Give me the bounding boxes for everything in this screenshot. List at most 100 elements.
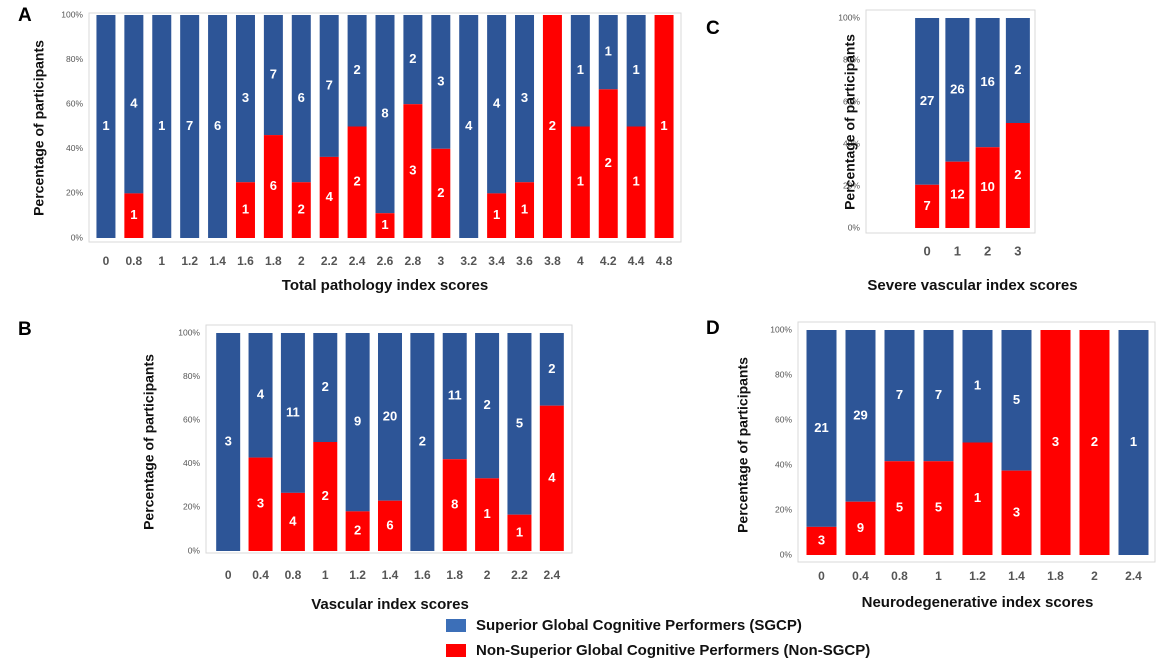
y-tick-label-a: 100%: [61, 9, 83, 19]
x-tick-label-a: 4: [577, 254, 584, 268]
bar-non-sgcp-c: [945, 161, 970, 228]
y-tick-label-b: 40%: [183, 458, 200, 468]
y-tick-label-a: 80%: [66, 54, 83, 64]
bar-sgcp-b: [475, 333, 500, 479]
x-tick-label-a: 2: [298, 254, 305, 268]
data-label-non-sgcp-b: 1: [516, 524, 523, 539]
data-label-non-sgcp-a: 2: [605, 155, 612, 170]
bar-sgcp-a: [459, 15, 479, 238]
bar-non-sgcp-a: [319, 156, 339, 238]
bar-non-sgcp-a: [598, 89, 618, 238]
data-label-non-sgcp-a: 1: [493, 207, 500, 222]
data-label-non-sgcp-d: 5: [896, 500, 903, 515]
bar-sgcp-a: [263, 15, 283, 136]
x-axis-title-c: Severe vascular index scores: [867, 277, 1077, 294]
data-label-non-sgcp-c: 12: [950, 186, 964, 201]
y-tick-label-b: 0%: [188, 545, 201, 555]
bar-non-sgcp-b: [442, 459, 467, 551]
bar-sgcp-b: [216, 333, 241, 551]
x-tick-label-b: 1: [322, 568, 329, 582]
bar-sgcp-a: [319, 15, 339, 157]
data-label-sgcp-d: 21: [814, 420, 828, 435]
y-axis-title-a: Percentage of participants: [31, 40, 47, 216]
x-tick-label-b: 2.2: [511, 568, 528, 582]
bar-non-sgcp-a: [431, 148, 451, 238]
x-tick-label-a: 2.4: [349, 254, 366, 268]
x-tick-label-b: 2: [484, 568, 491, 582]
bar-non-sgcp-d: [962, 442, 993, 555]
data-label-sgcp-d: 1: [1130, 434, 1137, 449]
x-tick-label-a: 3.2: [460, 254, 477, 268]
x-tick-label-a: 1.6: [237, 254, 254, 268]
bar-non-sgcp-a: [626, 126, 646, 238]
legend-label-sgcp: Superior Global Cognitive Performers (SG…: [476, 616, 802, 634]
data-label-non-sgcp-c: 10: [980, 179, 994, 194]
bar-sgcp-a: [515, 15, 535, 183]
x-tick-label-d: 2.4: [1125, 569, 1142, 583]
data-label-non-sgcp-a: 3: [409, 163, 416, 178]
data-label-non-sgcp-a: 1: [633, 174, 640, 189]
data-label-non-sgcp-b: 4: [289, 513, 297, 528]
data-label-non-sgcp-a: 1: [130, 207, 137, 222]
x-tick-label-a: 1.4: [209, 254, 226, 268]
x-tick-label-b: 0.8: [285, 568, 302, 582]
legend-item-non-sgcp: Non-Superior Global Cognitive Performers…: [446, 639, 1006, 661]
x-tick-label-c: 2: [984, 243, 991, 258]
bar-sgcp-d: [845, 330, 876, 502]
data-label-sgcp-a: 4: [493, 96, 501, 111]
data-label-non-sgcp-c: 2: [1014, 167, 1021, 182]
data-label-sgcp-b: 9: [354, 414, 361, 429]
data-label-sgcp-a: 4: [465, 118, 473, 133]
y-tick-label-d: 80%: [775, 369, 792, 379]
data-label-sgcp-c: 27: [920, 93, 934, 108]
x-tick-label-d: 1: [935, 569, 942, 583]
data-label-sgcp-a: 3: [437, 73, 444, 88]
x-tick-label-c: 1: [954, 243, 961, 258]
data-label-sgcp-a: 7: [326, 77, 333, 92]
bar-sgcp-b: [345, 333, 370, 512]
data-label-sgcp-a: 1: [577, 62, 584, 77]
bar-sgcp-a: [152, 15, 172, 238]
y-tick-label-d: 40%: [775, 459, 792, 469]
x-axis-title-d: Neurodegenerative index scores: [862, 594, 1094, 611]
bar-sgcp-a: [403, 15, 423, 105]
data-label-non-sgcp-a: 2: [549, 118, 556, 133]
bar-sgcp-b: [313, 333, 338, 442]
bar-sgcp-a: [347, 15, 367, 127]
bar-sgcp-d: [884, 330, 915, 462]
y-tick-label-c: 60%: [843, 96, 860, 106]
x-tick-label-b: 1.8: [446, 568, 463, 582]
bar-sgcp-a: [96, 15, 116, 238]
data-label-sgcp-a: 1: [102, 118, 109, 133]
bar-non-sgcp-c: [975, 147, 1000, 228]
y-tick-label-a: 40%: [66, 143, 83, 153]
data-label-sgcp-b: 3: [225, 433, 232, 448]
x-axis-title-b: Vascular index scores: [311, 596, 469, 613]
data-label-sgcp-d: 7: [896, 387, 903, 402]
data-label-non-sgcp-d: 3: [818, 532, 825, 547]
x-tick-label-b: 0: [225, 568, 232, 582]
data-label-sgcp-c: 2: [1014, 62, 1021, 77]
x-tick-label-a: 3.8: [544, 254, 561, 268]
data-label-non-sgcp-b: 1: [483, 506, 490, 521]
bar-non-sgcp-a: [403, 104, 423, 238]
bar-non-sgcp-d: [923, 461, 954, 555]
x-tick-label-b: 1.4: [382, 568, 399, 582]
bar-non-sgcp-b: [280, 492, 305, 551]
data-label-non-sgcp-a: 1: [242, 202, 249, 217]
data-label-sgcp-a: 1: [605, 44, 612, 59]
bar-non-sgcp-b: [475, 478, 500, 551]
x-tick-label-b: 1.6: [414, 568, 431, 582]
bar-sgcp-d: [923, 330, 954, 462]
bar-sgcp-a: [291, 15, 311, 183]
panel-label-b: B: [18, 319, 32, 340]
data-label-sgcp-b: 4: [257, 387, 265, 402]
data-label-non-sgcp-a: 2: [437, 185, 444, 200]
data-label-non-sgcp-a: 6: [270, 178, 277, 193]
bar-sgcp-b: [378, 333, 402, 501]
x-tick-label-d: 1.2: [969, 569, 986, 583]
y-tick-label-d: 20%: [775, 504, 792, 514]
bar-sgcp-a: [570, 15, 590, 127]
bar-non-sgcp-a: [542, 15, 562, 238]
bar-non-sgcp-a: [570, 126, 590, 238]
